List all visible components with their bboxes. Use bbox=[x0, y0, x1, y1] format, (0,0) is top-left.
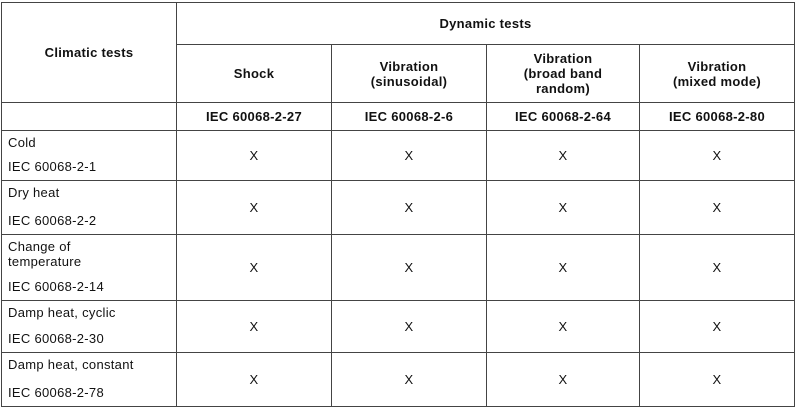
cell: X bbox=[639, 130, 795, 181]
row-standard: IEC 60068-2-14 bbox=[8, 279, 104, 294]
climatic-header: Climatic tests bbox=[1, 2, 177, 103]
row-header-box: Change of temperature IEC 60068-2-14 bbox=[2, 235, 176, 300]
column-name: Shock bbox=[176, 44, 332, 103]
text-line: Vibration bbox=[379, 58, 439, 74]
row: Dry heat IEC 60068-2-2 X X X X bbox=[1, 180, 795, 235]
cell: X bbox=[639, 300, 795, 353]
text-line: temperature bbox=[8, 254, 82, 269]
row-header-box: Dry heat IEC 60068-2-2 bbox=[2, 181, 176, 234]
text-line: random) bbox=[535, 81, 591, 96]
text-line: Vibration bbox=[533, 51, 593, 66]
cell: X bbox=[639, 352, 795, 407]
row-header-box: Damp heat, constant IEC 60068-2-78 bbox=[2, 353, 176, 406]
column-name: Vibration (broad band random) bbox=[486, 44, 640, 103]
row: Change of temperature IEC 60068-2-14 X X X X bbox=[1, 234, 795, 301]
text-line: Cold bbox=[8, 135, 36, 150]
row-standard: IEC 60068-2-2 bbox=[8, 213, 97, 228]
text-line: Damp heat, constant bbox=[8, 357, 134, 372]
dynamic-header: Dynamic tests bbox=[176, 2, 795, 45]
row: Damp heat, cyclic IEC 60068-2-30 X X X X bbox=[1, 300, 795, 353]
row-name: Damp heat, cyclic bbox=[8, 305, 170, 320]
cell: X bbox=[331, 300, 487, 353]
row-standard: IEC 60068-2-78 bbox=[8, 385, 104, 400]
text-line: (broad band bbox=[523, 66, 603, 81]
row-name: Change of temperature bbox=[8, 239, 170, 269]
cell: X bbox=[331, 352, 487, 407]
column-name: Vibration (sinusoidal) bbox=[331, 44, 487, 103]
cell: X bbox=[176, 300, 332, 353]
row-standard: IEC 60068-2-1 bbox=[8, 159, 97, 174]
row-name: Damp heat, constant bbox=[8, 357, 170, 372]
cell: X bbox=[486, 234, 640, 301]
text-line: (sinusoidal) bbox=[370, 73, 448, 89]
cell: X bbox=[639, 234, 795, 301]
cell: X bbox=[176, 180, 332, 235]
cell: X bbox=[331, 180, 487, 235]
row: Cold IEC 60068-2-1 X X X X bbox=[1, 130, 795, 181]
row: IEC 60068-2-27 IEC 60068-2-6 IEC 60068-2-6… bbox=[1, 102, 795, 131]
cell: X bbox=[176, 352, 332, 407]
text-line: Change of bbox=[8, 239, 71, 254]
row: Shock Vibration (sinusoidal) Vibration (broa… bbox=[2, 44, 795, 103]
row: Damp heat, constant IEC 60068-2-78 X X X X bbox=[1, 352, 795, 407]
row-header: Change of temperature IEC 60068-2-14 bbox=[1, 234, 177, 301]
text-line: Vibration bbox=[687, 58, 747, 74]
text-line: (mixed mode) bbox=[672, 73, 762, 89]
cell: X bbox=[331, 234, 487, 301]
row-header-box: Damp heat, cyclic IEC 60068-2-30 bbox=[2, 301, 176, 352]
cell: X bbox=[486, 352, 640, 407]
column-standard: IEC 60068-2-80 bbox=[639, 102, 795, 131]
row: Climatic tests Dynamic tests bbox=[1, 2, 795, 103]
column-name: Vibration (mixed mode) bbox=[639, 44, 795, 103]
cell: X bbox=[176, 130, 332, 181]
row-header-box: Cold IEC 60068-2-1 bbox=[2, 131, 176, 180]
cell: X bbox=[331, 130, 487, 181]
cell: X bbox=[486, 180, 640, 235]
row-name: Cold bbox=[8, 135, 170, 150]
row-header: Dry heat IEC 60068-2-2 bbox=[1, 180, 177, 235]
text-line: Dry heat bbox=[8, 185, 60, 200]
cell: X bbox=[639, 180, 795, 235]
column-standard: IEC 60068-2-64 bbox=[486, 102, 640, 131]
cell: X bbox=[486, 300, 640, 353]
text-line: Shock bbox=[233, 66, 275, 81]
row-header: Cold IEC 60068-2-1 bbox=[1, 130, 177, 181]
cell: X bbox=[486, 130, 640, 181]
text-line: Damp heat, cyclic bbox=[8, 305, 116, 320]
cell: X bbox=[176, 234, 332, 301]
row-standard: IEC 60068-2-30 bbox=[8, 331, 104, 346]
column-standard: IEC 60068-2-6 bbox=[331, 102, 487, 131]
row-header: Damp heat, cyclic IEC 60068-2-30 bbox=[1, 300, 177, 353]
empty-cell bbox=[1, 102, 177, 131]
row-header: Damp heat, constant IEC 60068-2-78 bbox=[1, 352, 177, 407]
row-name: Dry heat bbox=[8, 185, 170, 200]
column-standard: IEC 60068-2-27 bbox=[176, 102, 332, 131]
